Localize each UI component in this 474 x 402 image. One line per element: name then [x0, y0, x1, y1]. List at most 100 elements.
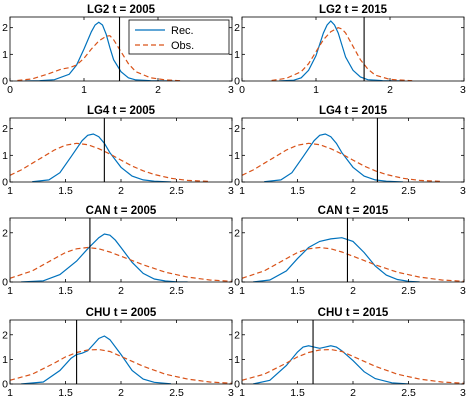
y-tick-label: 0: [2, 76, 8, 88]
y-tick-label: 0: [2, 177, 8, 189]
axes-box: [241, 319, 465, 385]
series-line-obs: [271, 27, 413, 81]
legend-label: Rec.: [171, 25, 194, 37]
series-line-obs: [242, 142, 442, 182]
x-tick-label: 2: [350, 285, 356, 297]
x-tick-label: 3: [228, 387, 234, 399]
panel-title: LG2 t = 2005: [87, 4, 156, 16]
x-tick-label: 1.5: [290, 285, 305, 297]
x-tick-label: 3: [228, 185, 234, 197]
axes-box: [9, 319, 233, 385]
series-line-rec: [252, 345, 409, 384]
panel-title: LG4 t = 2015: [319, 105, 388, 117]
x-tick-label: 2: [350, 387, 356, 399]
series-group: [17, 17, 181, 81]
series-group: [10, 218, 232, 282]
panel-6: CAN t = 2015 1 1.5 2 2.5 3 0 2: [234, 205, 466, 297]
x-tick-label: 1: [239, 185, 245, 197]
y-tick-label: 0: [234, 76, 240, 88]
x-tick-label: 3: [460, 285, 466, 297]
series-line-obs: [10, 246, 232, 282]
x-tick-label: 3: [460, 387, 466, 399]
x-tick-label: 1: [313, 84, 319, 96]
y-tick-label: 2: [234, 22, 240, 34]
y-tick-label: 1: [2, 354, 8, 366]
y-tick-label: 2: [234, 123, 240, 135]
x-tick-label: 1.5: [290, 185, 305, 197]
x-tick-label: 1: [7, 185, 13, 197]
x-tick-label: 2: [118, 285, 124, 297]
y-tick-label: 2: [234, 227, 240, 239]
x-tick-label: 2: [350, 185, 356, 197]
y-tick-label: 1: [234, 150, 240, 162]
panel-title: CAN t = 2015: [318, 205, 389, 217]
x-tick-label: 1.5: [58, 285, 73, 297]
y-tick-label: 0: [234, 379, 240, 391]
y-tick-label: 0: [2, 277, 8, 289]
panel-title: LG2 t = 2015: [319, 4, 388, 16]
x-tick-label: 1: [239, 387, 245, 399]
series-line-obs: [17, 35, 181, 81]
series-line-obs: [242, 246, 464, 282]
panel-title: CAN t = 2005: [86, 205, 157, 217]
series-line-rec: [32, 133, 172, 182]
x-tick-label: 3: [460, 84, 466, 96]
x-tick-label: 2.5: [401, 387, 416, 399]
panel-title: CHU t = 2005: [86, 307, 157, 319]
series-line-rec: [21, 335, 172, 384]
series-group: [10, 118, 210, 182]
x-tick-label: 2.5: [401, 285, 416, 297]
y-tick-label: 1: [234, 49, 240, 61]
series-line-obs: [10, 348, 232, 384]
x-tick-label: 2: [387, 84, 393, 96]
series-line-rec: [253, 237, 420, 282]
panel-5: CAN t = 2005 1 1.5 2 2.5 3 0 2: [2, 205, 234, 297]
y-tick-label: 2: [2, 22, 8, 34]
y-tick-label: 0: [234, 177, 240, 189]
x-tick-label: 1: [7, 387, 13, 399]
x-tick-label: 0: [7, 84, 13, 96]
x-tick-label: 1.5: [290, 387, 305, 399]
legend-box: [128, 19, 230, 55]
y-tick-label: 1: [234, 354, 240, 366]
series-line-obs: [242, 348, 464, 384]
series-group: [242, 118, 442, 182]
axes-box: [9, 16, 233, 82]
series-line-rec: [264, 133, 404, 182]
y-tick-label: 1: [2, 49, 8, 61]
y-tick-label: 2: [2, 227, 8, 239]
x-tick-label: 3: [228, 285, 234, 297]
axes-box: [241, 117, 465, 183]
x-tick-label: 2: [118, 185, 124, 197]
panel-2: LG2 t = 2015 0 1 2 3 0 1 2: [234, 4, 466, 96]
series-line-rec: [24, 21, 173, 81]
x-tick-label: 2: [155, 84, 161, 96]
panel-title: CHU t = 2015: [318, 307, 389, 319]
axes-box: [241, 217, 465, 283]
series-line-rec: [278, 20, 405, 81]
series-line-rec: [21, 233, 188, 282]
series-group: [242, 320, 464, 384]
axes-box: [241, 16, 465, 82]
x-tick-label: 2.5: [169, 285, 184, 297]
x-tick-label: 1: [81, 84, 87, 96]
x-tick-label: 1: [239, 285, 245, 297]
y-tick-label: 0: [234, 277, 240, 289]
x-tick-label: 2.5: [401, 185, 416, 197]
series-group: [242, 218, 464, 282]
y-tick-label: 2: [234, 329, 240, 341]
x-tick-label: 2.5: [169, 185, 184, 197]
x-tick-label: 2.5: [169, 387, 184, 399]
axes-box: [9, 217, 233, 283]
axes-box: [9, 117, 233, 183]
x-tick-label: 3: [228, 84, 234, 96]
series-line-obs: [10, 142, 210, 182]
legend-label: Obs.: [171, 40, 194, 52]
series-group: [10, 320, 232, 384]
x-tick-label: 0: [239, 84, 245, 96]
